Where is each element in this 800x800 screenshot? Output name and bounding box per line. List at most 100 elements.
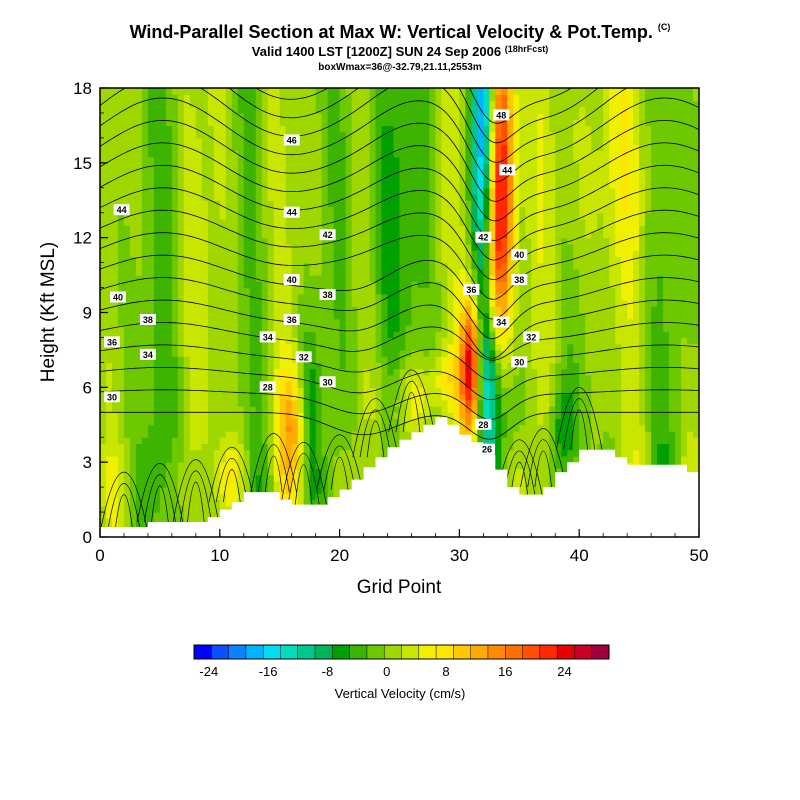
w-cell [105, 181, 113, 189]
w-cell [231, 187, 239, 195]
w-cell [255, 256, 263, 264]
w-cell [231, 250, 239, 257]
w-cell [165, 493, 173, 501]
w-cell [327, 343, 335, 351]
w-cell [231, 306, 239, 314]
w-cell [153, 106, 161, 114]
w-cell [195, 406, 203, 413]
w-cell [507, 268, 514, 276]
w-cell [411, 349, 419, 357]
w-cell [231, 125, 239, 133]
w-cell [105, 200, 113, 208]
w-cell [273, 368, 281, 376]
w-cell [363, 406, 371, 413]
w-cell [147, 250, 155, 257]
w-cell [453, 112, 460, 120]
w-cell [507, 399, 514, 407]
w-cell [309, 293, 317, 301]
w-cell [225, 406, 233, 413]
w-cell [429, 231, 437, 239]
w-cell [327, 237, 335, 245]
w-cell [261, 374, 269, 382]
w-cell [237, 206, 245, 214]
w-cell [171, 443, 179, 451]
w-cell [393, 194, 401, 201]
w-cell [279, 412, 287, 420]
w-cell [477, 218, 484, 226]
w-cell [441, 349, 449, 357]
w-cell [177, 331, 185, 339]
w-cell [483, 169, 490, 176]
w-cell [363, 287, 371, 295]
w-cell [243, 150, 251, 158]
w-cell [381, 449, 389, 457]
w-cell [369, 418, 377, 426]
w-cell [477, 112, 484, 120]
w-cell [195, 430, 203, 438]
w-cell [219, 293, 227, 301]
w-cell [291, 119, 299, 127]
w-cell [267, 231, 275, 239]
w-cell [435, 331, 443, 339]
w-cell [465, 106, 472, 114]
w-cell [100, 418, 107, 426]
w-cell [177, 162, 185, 170]
w-cell [111, 119, 119, 127]
w-cell [471, 262, 478, 270]
w-cell [100, 144, 107, 151]
w-cell [507, 318, 514, 326]
w-cell [273, 418, 281, 426]
w-cell [423, 306, 431, 314]
w-cell [267, 225, 275, 233]
w-cell [471, 293, 478, 301]
w-cell [195, 418, 203, 426]
w-cell [225, 106, 233, 114]
w-cell [321, 187, 329, 195]
w-cell [399, 262, 407, 270]
w-cell [477, 300, 484, 307]
w-cell [237, 412, 245, 420]
w-cell [321, 499, 329, 507]
w-cell [231, 455, 239, 463]
w-cell [321, 468, 329, 476]
w-cell [171, 381, 179, 388]
w-cell [453, 362, 460, 370]
w-cell [483, 300, 490, 307]
w-cell [177, 474, 185, 482]
w-cell [315, 175, 323, 183]
w-cell [189, 412, 197, 420]
w-cell [453, 306, 460, 314]
w-cell [165, 275, 173, 282]
w-cell [189, 112, 197, 120]
w-cell [363, 231, 371, 239]
w-cell [225, 218, 233, 226]
w-cell [117, 100, 125, 108]
w-cell [255, 125, 263, 133]
w-cell [267, 169, 275, 176]
w-cell [219, 225, 227, 233]
w-cell [273, 156, 281, 164]
w-cell [153, 518, 161, 526]
w-cell [291, 387, 299, 395]
w-cell [441, 393, 449, 401]
w-cell [381, 399, 389, 407]
w-cell [213, 250, 221, 257]
w-cell [411, 374, 419, 382]
w-cell [213, 119, 221, 127]
w-cell [471, 150, 478, 158]
w-cell [177, 100, 185, 108]
w-cell [279, 281, 287, 289]
w-cell [297, 175, 305, 183]
w-cell [441, 125, 449, 133]
w-cell [483, 368, 490, 376]
w-cell [375, 281, 383, 289]
w-cell [105, 362, 113, 370]
w-cell [291, 362, 299, 370]
w-cell [327, 437, 335, 445]
w-cell [279, 243, 287, 251]
w-cell [303, 262, 311, 270]
w-cell [249, 300, 257, 307]
w-cell [465, 100, 472, 108]
w-cell [153, 262, 161, 270]
w-cell [285, 293, 293, 301]
